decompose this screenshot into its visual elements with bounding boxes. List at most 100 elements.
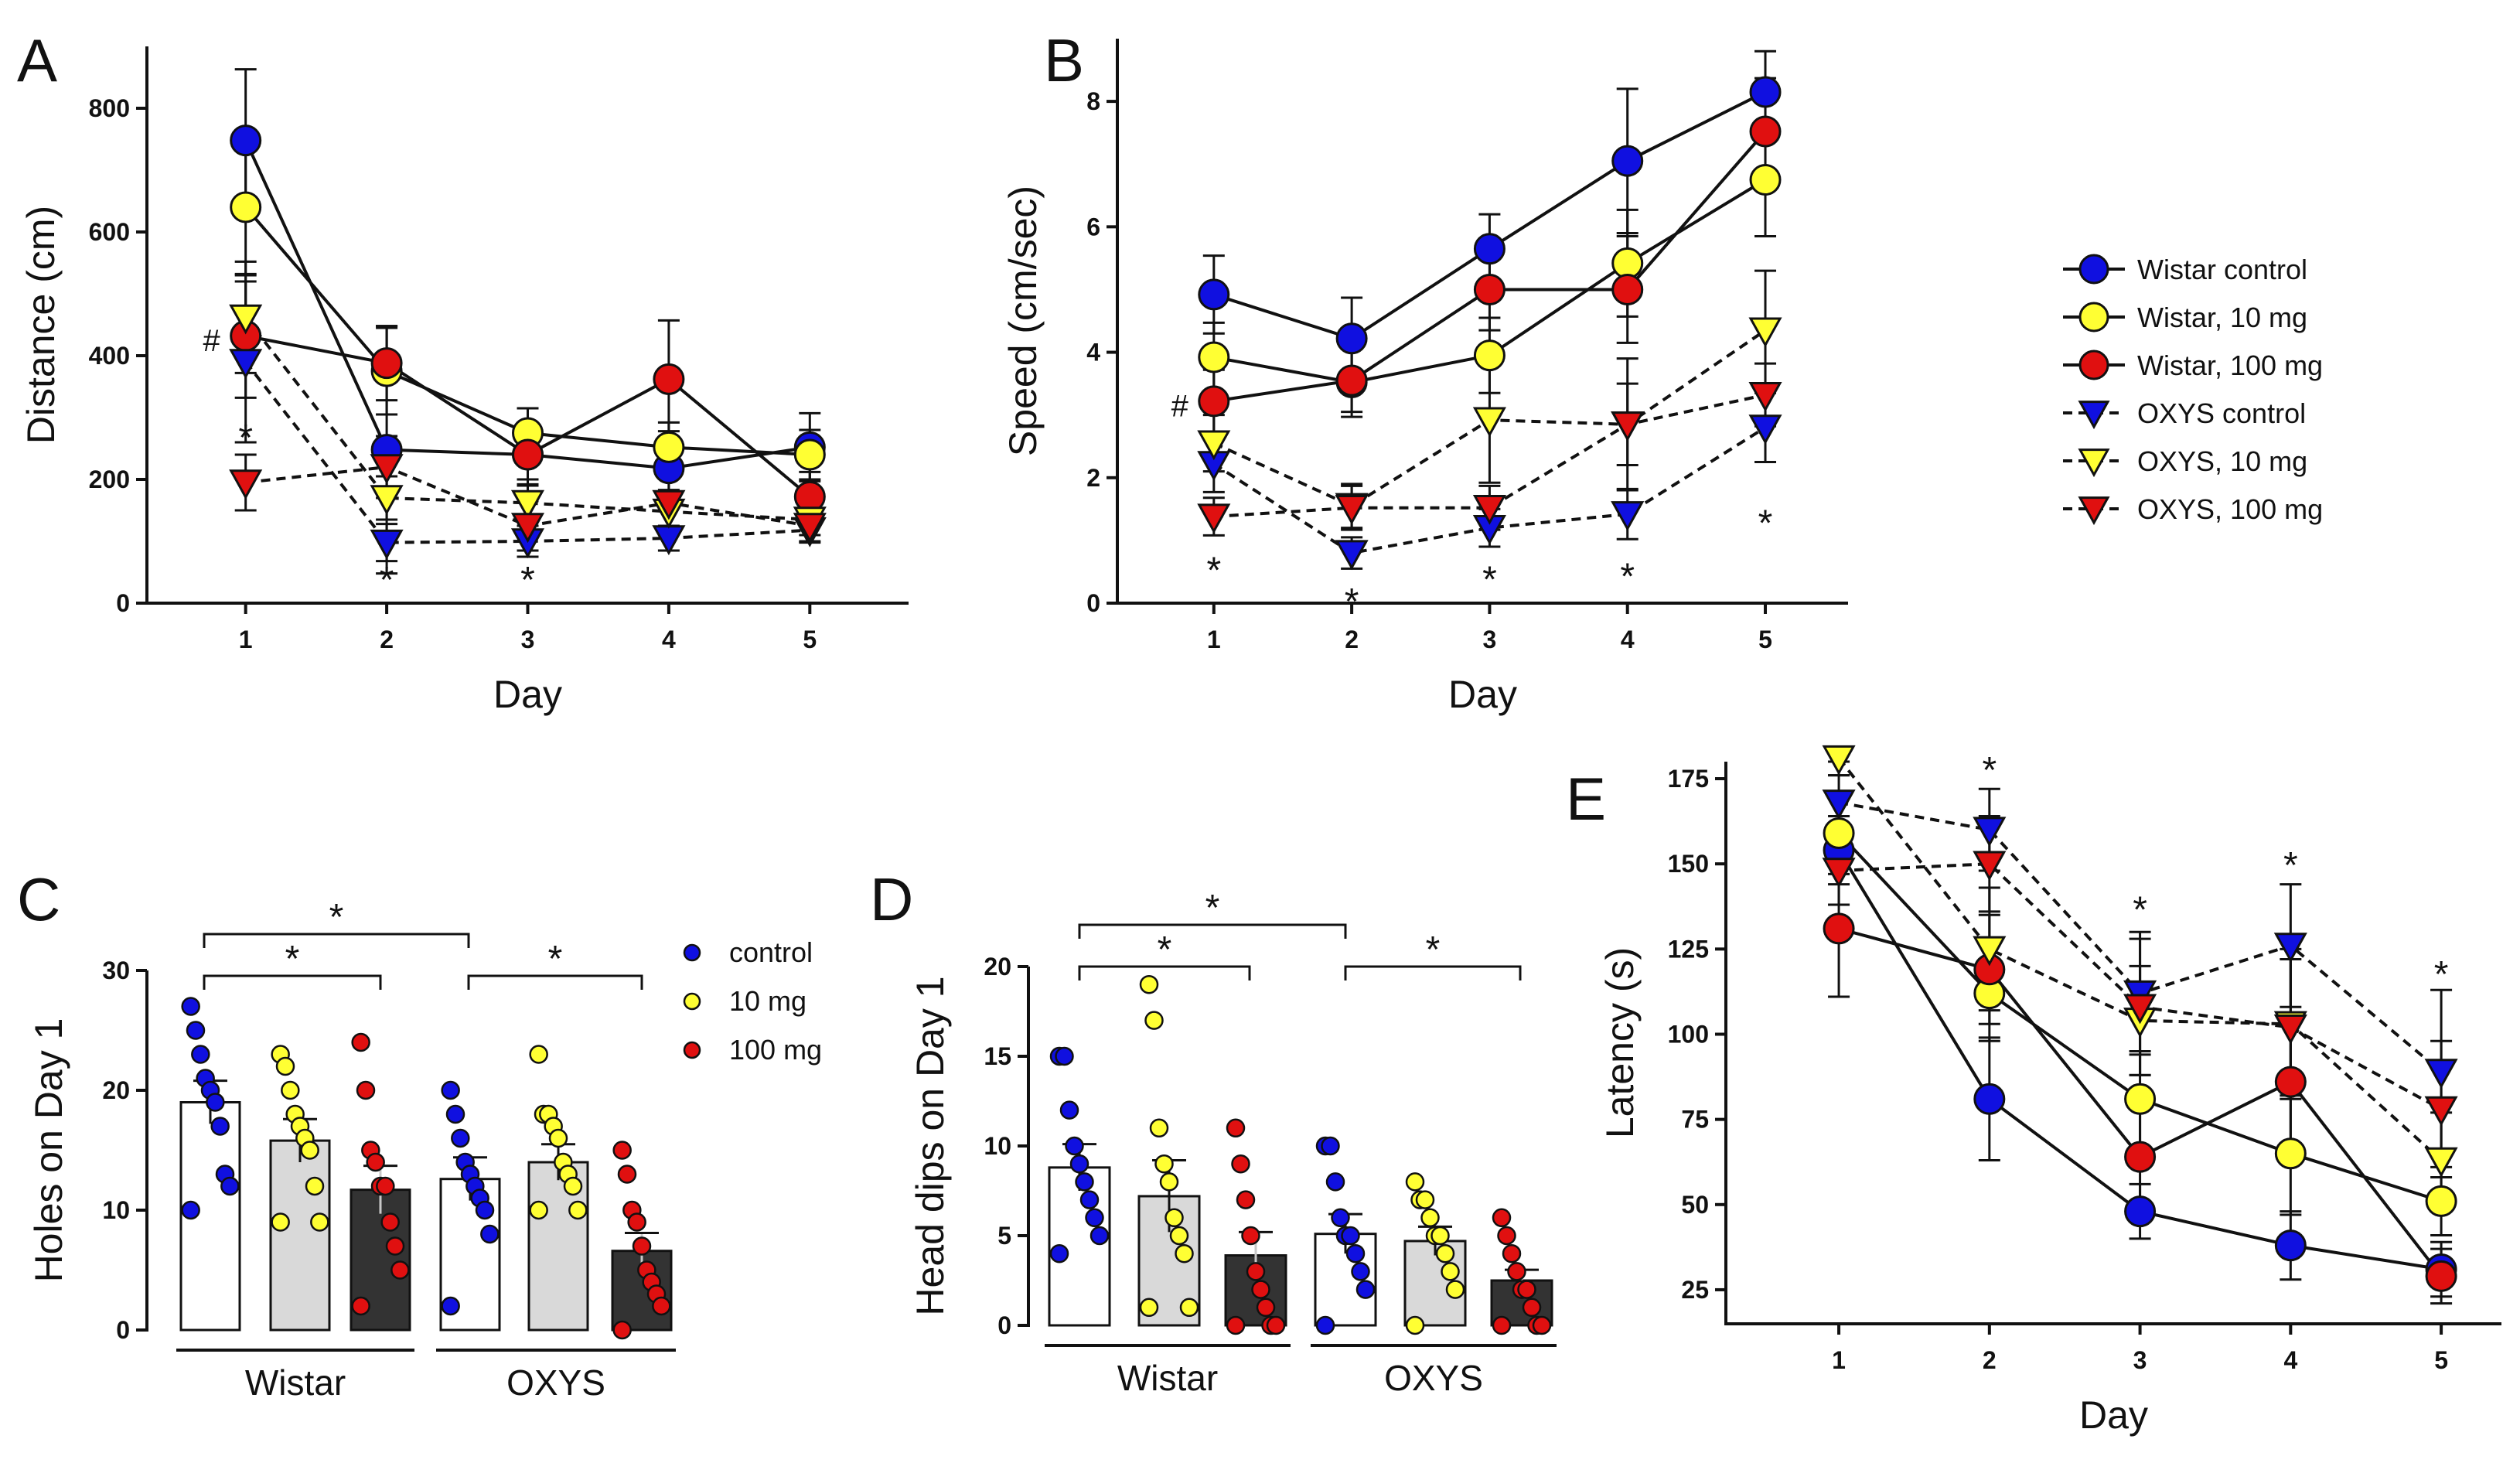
panel-c-bracket-line <box>467 974 643 990</box>
panel-b-markers-wistar-10-mg <box>1198 164 1782 398</box>
panel-b-point-oxys-control <box>1335 540 1369 571</box>
panel-b-point-wistar-control <box>1611 145 1644 177</box>
panel-b-x-tick-label: 1 <box>1207 626 1221 653</box>
panel-b-point-oxys-10-mg <box>1748 317 1782 348</box>
panel-c-data-dot <box>612 1141 632 1160</box>
panel-c-bar-group-oxys-control <box>439 1080 501 1332</box>
panel-d-group-label-oxys: OXYS <box>1384 1358 1483 1398</box>
panel-e-x-tick-label: 1 <box>1832 1346 1846 1374</box>
panel-a-x-tick-label: 2 <box>380 626 394 653</box>
panel-d-data-dot <box>1165 1208 1184 1228</box>
panel-b-point-wistar-10-mg <box>1198 341 1230 373</box>
panel-a-point-oxys-control <box>229 349 263 380</box>
panel-d-significance-bracket: * <box>1078 929 1251 980</box>
legend-label: Wistar, 100 mg <box>2137 350 2323 381</box>
panel-a-distance-chart: 0 200 400 600 800 1 2 3 4 5 Day Distance (cm) # * * * <box>19 46 909 716</box>
panel-e-x-axis-title: Day <box>2079 1393 2148 1437</box>
panel-c-data-dot <box>181 997 200 1016</box>
legend-label: OXYS control <box>2137 397 2306 429</box>
panel-b-point-oxys-100-mg <box>1611 411 1645 442</box>
panel-c-bracket-line <box>203 974 382 990</box>
panel-d-bar-group-wistar-10-mg <box>1137 974 1201 1327</box>
panel-d-data-dot <box>1522 1298 1542 1318</box>
panel-c-y-tick-label: 10 <box>102 1196 130 1224</box>
panel-b-y-tick-label: 4 <box>1086 339 1100 367</box>
panel-e-point-wistar-10-mg <box>2124 1083 2157 1115</box>
panel-c-data-dot <box>441 1296 460 1316</box>
panel-c-data-dot <box>652 1296 671 1316</box>
panel-letter-a: A <box>17 26 57 94</box>
panel-a-x-tick-label: 5 <box>803 626 817 653</box>
panel-c-group-label-wistar: Wistar <box>245 1362 346 1403</box>
panel-c-data-dot <box>632 1236 652 1256</box>
panel-a-point-wistar-100-mg <box>512 438 544 471</box>
panel-d-data-dot <box>1502 1243 1522 1264</box>
panel-b-point-wistar-100-mg <box>1611 273 1644 305</box>
panel-a-point-oxys-100-mg <box>652 489 686 520</box>
legend-marker <box>2078 448 2110 478</box>
panel-e-point-wistar-100-mg <box>2425 1260 2457 1292</box>
panel-c-data-dot <box>356 1080 376 1100</box>
panel-a-x-tick-label: 4 <box>662 626 676 653</box>
panel-c-data-dot <box>385 1236 405 1256</box>
panel-b-star-annotation: * <box>1345 581 1359 622</box>
panel-c-bracket-line <box>203 933 470 948</box>
panel-b-x-tick-label: 4 <box>1621 626 1635 653</box>
panel-d-data-dot <box>1331 1208 1350 1228</box>
panel-letter-c: C <box>17 865 60 933</box>
panel-c-data-dot <box>617 1165 637 1184</box>
panel-a-point-oxys-10-mg <box>510 489 545 520</box>
legend-label: Wistar control <box>2137 254 2307 285</box>
panel-b-star-annotation: * <box>1758 503 1773 544</box>
panel-d-data-dot <box>1266 1315 1286 1335</box>
panel-d-data-dot <box>1492 1208 1512 1228</box>
panel-d-data-dot <box>1441 1262 1460 1281</box>
panel-d-data-dot <box>1139 1298 1159 1318</box>
panel-a-point-wistar-100-mg <box>653 363 685 395</box>
panel-b-point-wistar-100-mg <box>1198 385 1230 418</box>
panel-b-point-oxys-control <box>1611 501 1645 531</box>
panel-d-data-dot <box>1431 1226 1450 1246</box>
panel-c-bar-group-wistar-control <box>179 997 241 1332</box>
bar-legend-entry-control: control <box>683 936 813 968</box>
panel-e-point-oxys-10-mg <box>1822 745 1856 776</box>
panel-b-point-wistar-control <box>1198 278 1230 311</box>
panel-e-markers-oxys-100-mg <box>1822 851 2458 1127</box>
panel-e-point-wistar-control <box>2274 1229 2307 1262</box>
panel-c-data-dot <box>480 1224 500 1244</box>
panel-b-y-tick-label: 8 <box>1086 87 1100 115</box>
panel-c-data-dot <box>627 1212 646 1232</box>
panel-d-bar-group-oxys-control <box>1314 1136 1377 1335</box>
panel-c-data-dot <box>563 1176 583 1196</box>
panel-d-data-dot <box>1154 1154 1174 1174</box>
panel-d-data-dot <box>1059 1100 1079 1120</box>
panel-e-point-oxys-10-mg <box>1973 936 2007 967</box>
panel-a-x-tick-label: 1 <box>239 626 253 653</box>
panel-c-bar-group-wistar-10-mg <box>269 1045 331 1332</box>
panel-e-y-tick-label: 25 <box>1681 1276 1709 1304</box>
panel-a-point-wistar-100-mg <box>370 347 403 380</box>
panel-c-holes-chart: 0 10 20 30 Holes on Day 1 Wistar OXYS * * * <box>27 897 676 1403</box>
panel-d-data-dot <box>1236 1190 1256 1209</box>
panel-d-data-dot <box>1435 1243 1455 1264</box>
panel-e-point-wistar-10-mg <box>2274 1137 2307 1170</box>
panel-c-significance-bracket: * <box>203 897 470 948</box>
panel-c-group-label-oxys: OXYS <box>506 1362 605 1403</box>
panel-b-star-annotation: * <box>1206 550 1221 591</box>
panel-c-data-dot <box>191 1045 210 1064</box>
panel-b-markers-oxys-100-mg <box>1197 382 1782 534</box>
panel-d-bracket-line <box>1078 923 1347 939</box>
panel-e-x-tick-label: 4 <box>2283 1346 2297 1374</box>
panel-a-point-oxys-10-mg <box>370 485 404 516</box>
panel-b-point-oxys-100-mg <box>1472 495 1506 525</box>
panel-d-data-dot <box>1159 1172 1179 1192</box>
panel-a-point-oxys-100-mg <box>229 469 263 500</box>
bar-legend-label: 100 mg <box>729 1034 822 1066</box>
panel-c-y-tick-label: 0 <box>116 1316 130 1344</box>
panel-a-point-oxys-control <box>370 529 404 560</box>
panel-a-point-oxys-100-mg <box>793 513 827 544</box>
legend-marker <box>2078 401 2110 430</box>
panel-b-point-wistar-control <box>1749 76 1782 108</box>
panel-d-bar-group-wistar-control <box>1048 1046 1111 1327</box>
legend-entry-oxys-100-mg: OXYS, 100 mg <box>2063 493 2323 526</box>
